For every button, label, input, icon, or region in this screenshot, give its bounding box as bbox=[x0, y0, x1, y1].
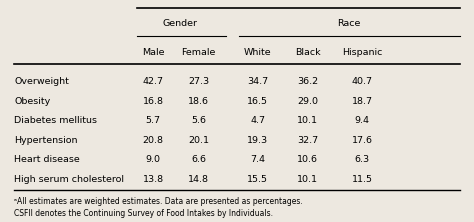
Text: 10.1: 10.1 bbox=[297, 116, 318, 125]
Text: 27.3: 27.3 bbox=[188, 77, 209, 86]
Text: Race: Race bbox=[337, 20, 360, 28]
Text: 20.8: 20.8 bbox=[143, 136, 164, 145]
Text: 10.1: 10.1 bbox=[297, 175, 318, 184]
Text: 16.8: 16.8 bbox=[143, 97, 164, 106]
Text: Female: Female bbox=[182, 48, 216, 57]
Text: 11.5: 11.5 bbox=[352, 175, 373, 184]
Text: 18.6: 18.6 bbox=[188, 97, 209, 106]
Text: Diabetes mellitus: Diabetes mellitus bbox=[14, 116, 97, 125]
Text: 16.5: 16.5 bbox=[247, 97, 268, 106]
Text: 14.8: 14.8 bbox=[188, 175, 209, 184]
Text: 42.7: 42.7 bbox=[143, 77, 164, 86]
Text: 6.3: 6.3 bbox=[355, 155, 370, 165]
Text: Heart disease: Heart disease bbox=[14, 155, 80, 165]
Text: 9.4: 9.4 bbox=[355, 116, 370, 125]
Text: 5.6: 5.6 bbox=[191, 116, 206, 125]
Text: 10.6: 10.6 bbox=[297, 155, 318, 165]
Text: Male: Male bbox=[142, 48, 164, 57]
Text: Obesity: Obesity bbox=[14, 97, 50, 106]
Text: 32.7: 32.7 bbox=[297, 136, 318, 145]
Text: CSFII denotes the Continuing Survey of Food Intakes by Individuals.: CSFII denotes the Continuing Survey of F… bbox=[14, 209, 273, 218]
Text: Black: Black bbox=[295, 48, 320, 57]
Text: White: White bbox=[244, 48, 272, 57]
Text: 13.8: 13.8 bbox=[143, 175, 164, 184]
Text: 19.3: 19.3 bbox=[247, 136, 268, 145]
Text: Gender: Gender bbox=[163, 20, 198, 28]
Text: 36.2: 36.2 bbox=[297, 77, 318, 86]
Text: Overweight: Overweight bbox=[14, 77, 69, 86]
Text: 7.4: 7.4 bbox=[250, 155, 265, 165]
Text: 17.6: 17.6 bbox=[352, 136, 373, 145]
Text: 40.7: 40.7 bbox=[352, 77, 373, 86]
Text: 29.0: 29.0 bbox=[297, 97, 318, 106]
Text: 20.1: 20.1 bbox=[188, 136, 209, 145]
Text: 34.7: 34.7 bbox=[247, 77, 268, 86]
Text: Hypertension: Hypertension bbox=[14, 136, 78, 145]
Text: 5.7: 5.7 bbox=[146, 116, 161, 125]
Text: 15.5: 15.5 bbox=[247, 175, 268, 184]
Text: 4.7: 4.7 bbox=[250, 116, 265, 125]
Text: High serum cholesterol: High serum cholesterol bbox=[14, 175, 124, 184]
Text: ᵃAll estimates are weighted estimates. Data are presented as percentages.: ᵃAll estimates are weighted estimates. D… bbox=[14, 197, 303, 206]
Text: 9.0: 9.0 bbox=[146, 155, 161, 165]
Text: 6.6: 6.6 bbox=[191, 155, 206, 165]
Text: Hispanic: Hispanic bbox=[342, 48, 383, 57]
Text: 18.7: 18.7 bbox=[352, 97, 373, 106]
